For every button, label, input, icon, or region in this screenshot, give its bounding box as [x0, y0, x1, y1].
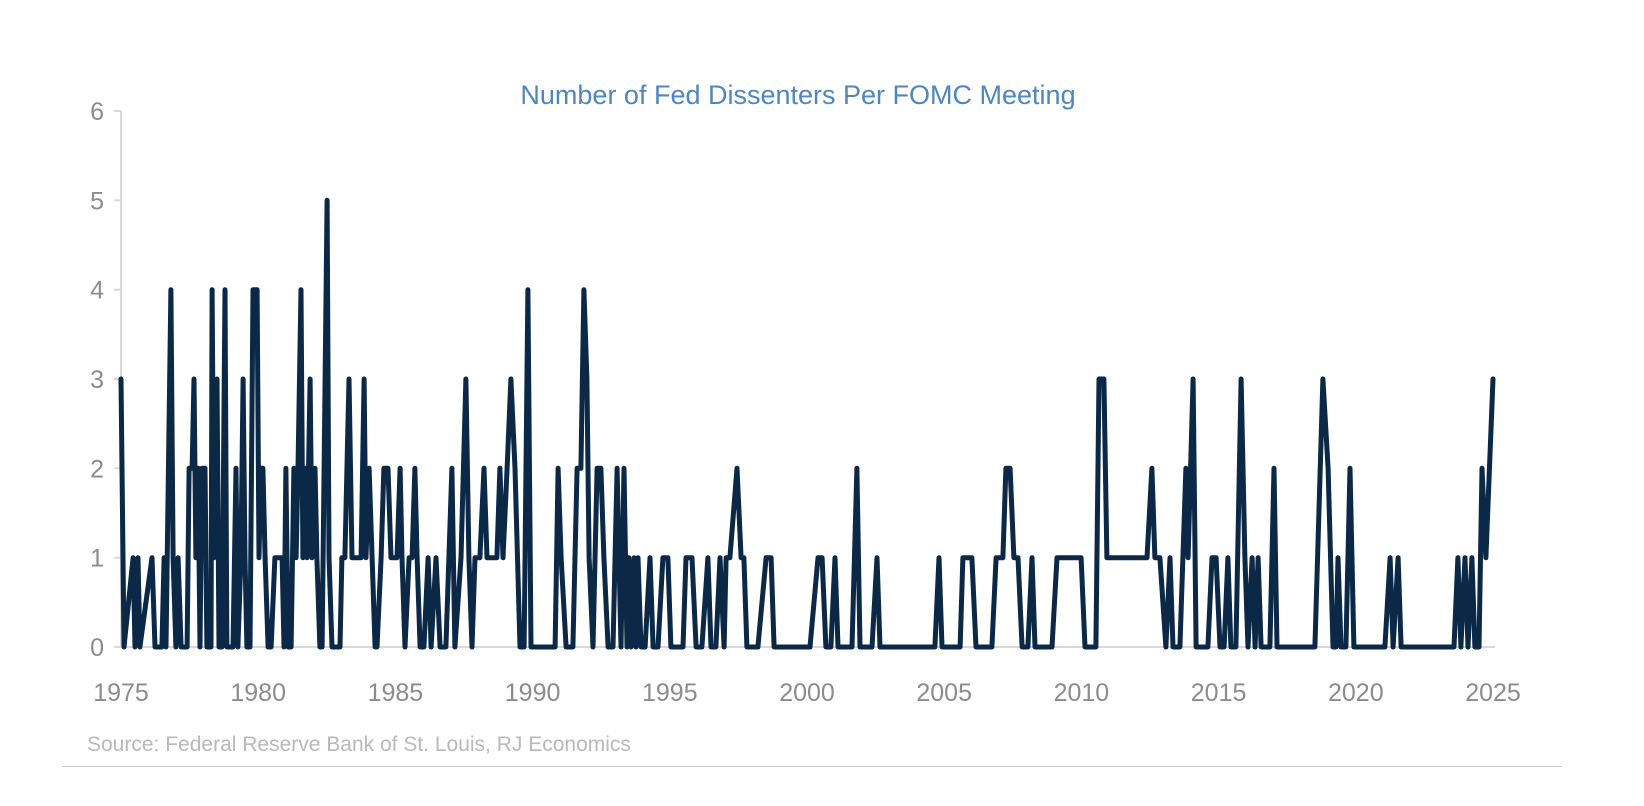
bottom-divider — [62, 766, 1562, 767]
source-note: Source: Federal Reserve Bank of St. Loui… — [87, 733, 631, 756]
y-tick-label: 2 — [90, 455, 104, 483]
x-tick-label: 1985 — [368, 679, 424, 707]
x-tick-label: 2020 — [1328, 679, 1384, 707]
x-tick-label: 1975 — [93, 679, 149, 707]
x-tick-label: 2000 — [779, 679, 835, 707]
y-tick-label: 3 — [90, 366, 104, 394]
x-tick-label: 2015 — [1191, 679, 1247, 707]
x-tick-label: 2005 — [916, 679, 972, 707]
x-tick-label: 1990 — [505, 679, 561, 707]
y-tick-label: 0 — [90, 634, 104, 662]
y-tick-label: 4 — [90, 277, 104, 305]
y-tick-label: 1 — [90, 545, 104, 573]
y-tick-label: 5 — [90, 187, 104, 215]
x-tick-label: 2025 — [1465, 679, 1521, 707]
y-tick-label: 6 — [90, 98, 104, 126]
x-tick-label: 2010 — [1054, 679, 1110, 707]
series-line — [118, 197, 1496, 650]
x-tick-label: 1980 — [230, 679, 286, 707]
x-tick-label: 1995 — [642, 679, 698, 707]
chart-title: Number of Fed Dissenters Per FOMC Meetin… — [520, 80, 1075, 110]
